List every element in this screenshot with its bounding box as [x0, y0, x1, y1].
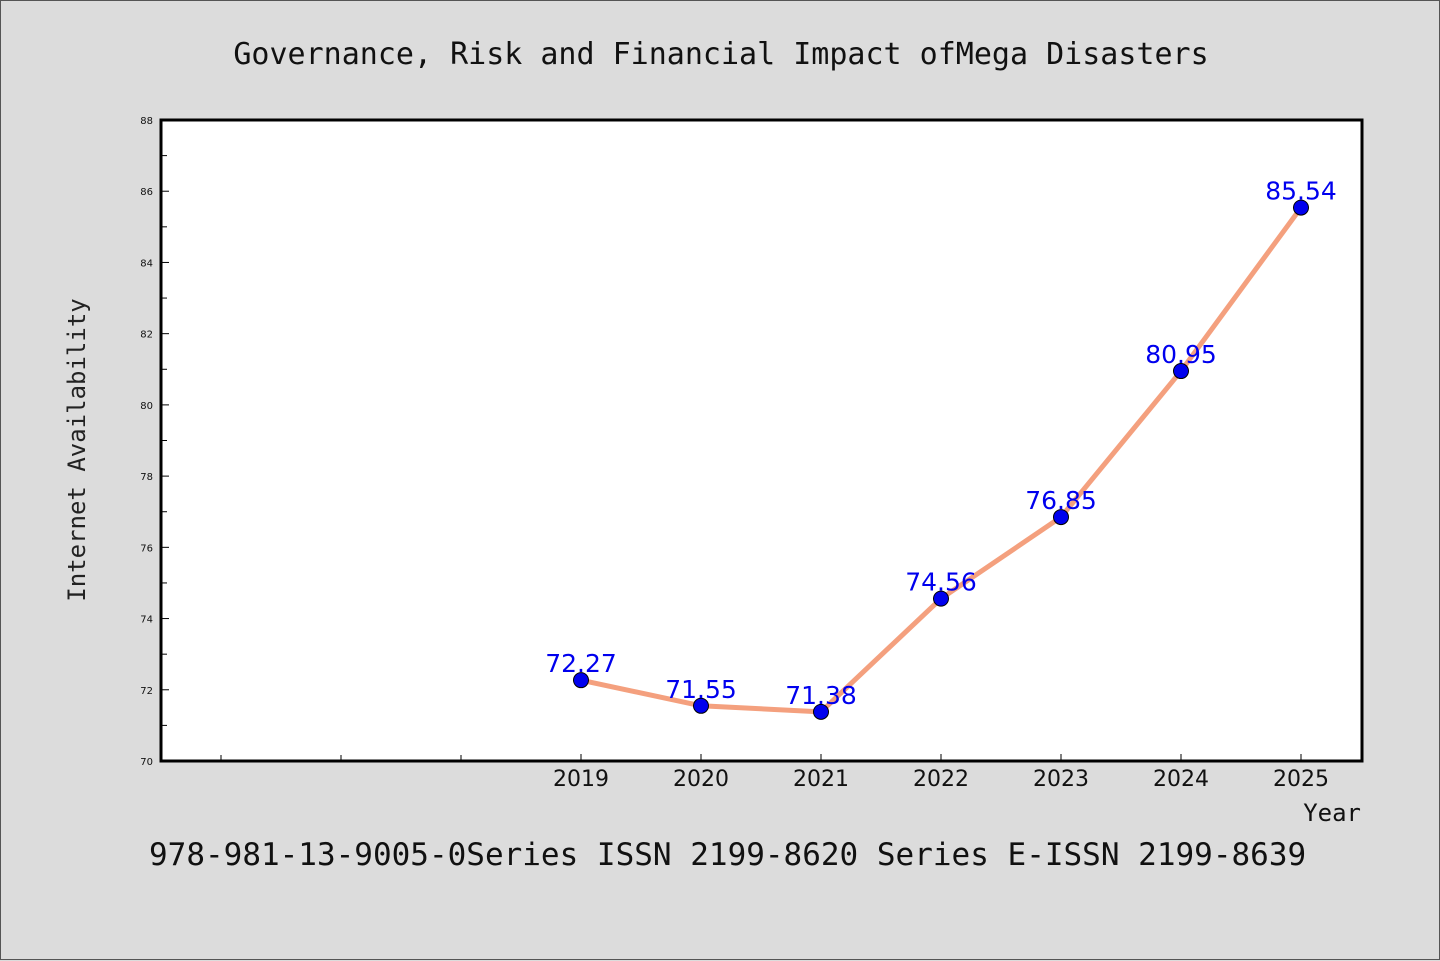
x-tick-label: 2021 — [793, 767, 849, 792]
data-point — [1173, 363, 1189, 380]
y-tick-label: 78 — [140, 472, 153, 483]
y-tick-label: 86 — [140, 187, 153, 198]
data-label: 85.54 — [1265, 177, 1337, 206]
y-tick-label: 70 — [140, 757, 153, 768]
x-axis-ticks: 2019 2020 2021 2022 2023 2024 2025 — [220, 754, 1329, 792]
y-axis-label: Internet Availability — [63, 298, 91, 601]
data-label: 80.95 — [1145, 340, 1217, 369]
data-label: 72.27 — [545, 649, 617, 678]
data-label: 71.55 — [665, 675, 737, 704]
x-tick-label: 2023 — [1033, 767, 1089, 792]
data-point — [1053, 509, 1069, 526]
chart-title: Governance, Risk and Financial Impact of… — [233, 37, 1208, 72]
y-tick-label: 82 — [140, 330, 153, 341]
y-tick-label: 80 — [140, 401, 153, 412]
x-tick-label: 2019 — [553, 767, 609, 792]
y-tick-label: 72 — [140, 686, 153, 697]
plot-area — [159, 118, 1364, 763]
x-tick-label: 2025 — [1273, 767, 1329, 792]
x-tick-label: 2020 — [673, 767, 729, 792]
x-tick-label: 2022 — [913, 767, 969, 792]
y-tick-label: 84 — [140, 258, 153, 269]
data-point — [933, 590, 949, 607]
data-point — [1293, 199, 1309, 216]
y-tick-label: 88 — [140, 116, 153, 127]
y-tick-label: 76 — [140, 543, 153, 554]
x-tick-label: 2024 — [1153, 767, 1209, 792]
series-layer — [573, 199, 1309, 720]
x-axis-label: Year — [1303, 799, 1361, 827]
data-label: 74.56 — [905, 568, 977, 597]
data-labels-layer: 72.27 71.55 71.38 74.56 76.85 80.95 85.54 — [545, 177, 1337, 710]
y-tick-label: 74 — [140, 615, 153, 626]
footer-isbn-issn: 978-981-13-9005-0Series ISSN 2199-8620 S… — [149, 837, 1306, 873]
data-label: 71.38 — [785, 681, 857, 710]
data-point — [813, 703, 829, 720]
data-point — [693, 697, 709, 714]
data-label: 76.85 — [1025, 486, 1097, 515]
data-point — [573, 672, 589, 689]
y-axis-ticks: 70 72 74 76 78 80 82 84 86 88 — [140, 116, 169, 768]
